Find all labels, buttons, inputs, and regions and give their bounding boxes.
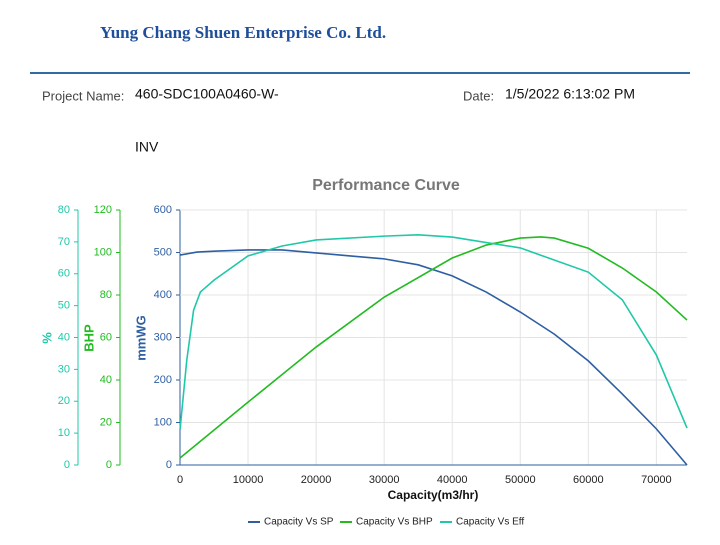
x-tick-label: 60000 xyxy=(573,474,604,486)
series-line xyxy=(179,234,688,431)
y-tick-label: 20 xyxy=(58,395,70,407)
y-tick-label: 0 xyxy=(166,459,172,471)
x-tick-label: 20000 xyxy=(301,474,332,486)
y-tick-label: 0 xyxy=(106,459,112,471)
y-axis-title: % xyxy=(39,332,54,344)
project-label: Project Name: xyxy=(42,88,124,103)
x-tick-label: 50000 xyxy=(505,474,536,486)
y-tick-label: 0 xyxy=(64,459,70,471)
y-tick-label: 30 xyxy=(58,363,70,375)
y-tick-label: 600 xyxy=(154,204,172,216)
series-line xyxy=(179,236,688,459)
project-name: INV xyxy=(135,139,159,155)
x-tick-label: 10000 xyxy=(233,474,264,486)
y-tick-label: 10 xyxy=(58,427,70,439)
y-tick-label: 200 xyxy=(154,374,172,386)
company: Yung Chang Shuen Enterprise Co. Ltd. xyxy=(100,23,386,42)
y-axis-title: mmWG xyxy=(133,315,148,361)
y-tick-label: 50 xyxy=(58,300,70,312)
y-tick-label: 80 xyxy=(100,289,112,301)
y-tick-label: 500 xyxy=(154,246,172,258)
y-tick-label: 100 xyxy=(154,416,172,428)
x-tick-label: 0 xyxy=(177,474,183,486)
y-tick-label: 120 xyxy=(94,204,112,216)
y-tick-label: 60 xyxy=(58,268,70,280)
x-tick-label: 70000 xyxy=(641,474,672,486)
legend-label: Capacity Vs Eff xyxy=(456,517,524,528)
y-tick-label: 60 xyxy=(100,331,112,343)
x-tick-label: 30000 xyxy=(369,474,400,486)
date-label: Date: xyxy=(463,88,494,103)
y-tick-label: 70 xyxy=(58,236,70,248)
y-tick-label: 100 xyxy=(94,246,112,258)
x-tick-label: 40000 xyxy=(437,474,468,486)
y-tick-label: 40 xyxy=(58,331,70,343)
y-tick-label: 400 xyxy=(154,289,172,301)
y-axis-title: BHP xyxy=(81,324,96,352)
y-tick-label: 20 xyxy=(100,416,112,428)
y-tick-label: 80 xyxy=(58,204,70,216)
y-tick-label: 40 xyxy=(100,374,112,386)
legend-label: Capacity Vs SP xyxy=(264,517,334,528)
y-tick-label: 300 xyxy=(154,331,172,343)
project-name: 460-SDC100A0460-W- xyxy=(135,86,279,102)
chart-title: Performance Curve xyxy=(312,177,460,194)
date: 1/5/2022 6:13:02 PM xyxy=(505,86,635,102)
x-axis-title: Capacity(m3/hr) xyxy=(388,488,479,502)
legend-label: Capacity Vs BHP xyxy=(356,517,433,528)
series-line xyxy=(179,249,688,466)
